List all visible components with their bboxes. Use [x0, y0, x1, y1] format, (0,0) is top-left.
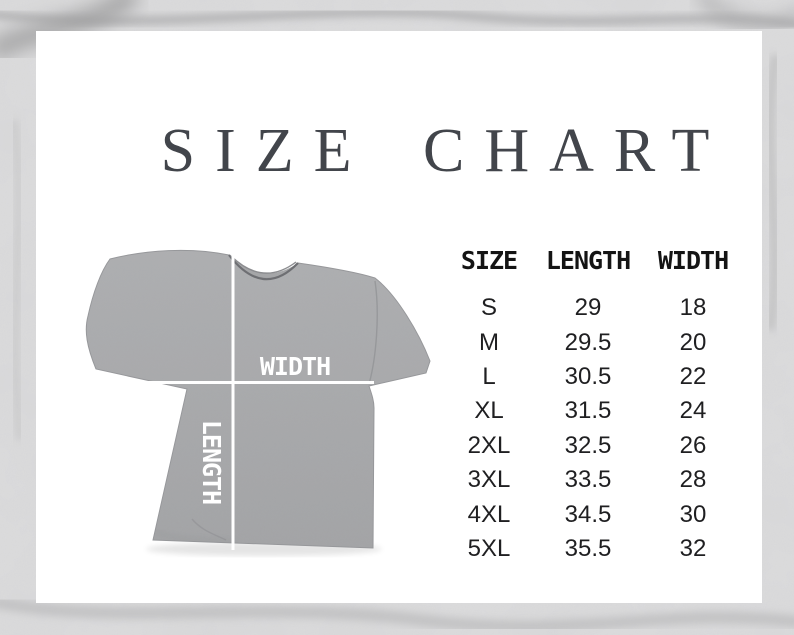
- table-cell-length: 29.5: [564, 328, 612, 356]
- header-width: WIDTH: [657, 245, 729, 275]
- size-table-header: SIZE LENGTH WIDTH: [456, 245, 732, 275]
- table-cell-width: 24: [679, 397, 707, 425]
- table-row: L 30.5 22: [456, 360, 732, 394]
- page-title: SIZE CHART: [160, 117, 730, 185]
- size-chart-card: SIZE CHART: [36, 31, 762, 603]
- table-row: 5XL 35.5 32: [456, 532, 732, 566]
- size-table-body: S 29 18 M 29.5 20 L 30.5 22 XL 31.5 24 2XL 32.5 26 3XL 3…: [456, 291, 732, 566]
- table-row: 2XL 32.5 26: [456, 429, 732, 463]
- table-cell-length: 34.5: [564, 500, 612, 528]
- collar: [229, 255, 298, 280]
- table-cell-width: 20: [679, 328, 707, 356]
- table-row: S 29 18: [456, 291, 732, 325]
- table-cell-size: 2XL: [467, 431, 511, 459]
- size-table: SIZE LENGTH WIDTH S 29 18 M 29.5 20 L 30.5 22 XL 3…: [456, 245, 732, 566]
- table-cell-size: 5XL: [467, 534, 511, 562]
- tshirt-graphic: WIDTH LENGTH: [84, 243, 439, 558]
- table-row: M 29.5 20: [456, 325, 732, 359]
- table-cell-length: 29: [574, 294, 602, 322]
- table-cell-length: 32.5: [564, 431, 612, 459]
- width-line: [148, 381, 374, 384]
- table-cell-size: M: [479, 328, 499, 356]
- table-row: XL 31.5 24: [456, 394, 732, 428]
- table-cell-width: 28: [679, 466, 707, 494]
- table-cell-size: S: [480, 294, 497, 322]
- header-length: LENGTH: [545, 245, 631, 275]
- table-cell-width: 26: [679, 431, 707, 459]
- length-label: LENGTH: [197, 420, 226, 504]
- table-cell-size: L: [482, 362, 496, 390]
- table-cell-width: 32: [679, 534, 707, 562]
- table-cell-length: 30.5: [564, 362, 612, 390]
- table-cell-size: XL: [474, 397, 504, 425]
- table-row: 3XL 33.5 28: [456, 463, 732, 497]
- header-size: SIZE: [460, 245, 518, 275]
- table-cell-size: 4XL: [467, 500, 511, 528]
- table-cell-width: 30: [679, 500, 707, 528]
- length-line: [231, 253, 235, 550]
- table-cell-length: 31.5: [564, 397, 612, 425]
- table-row: 4XL 34.5 30: [456, 497, 732, 531]
- width-label: WIDTH: [260, 352, 330, 381]
- table-cell-length: 33.5: [564, 466, 612, 494]
- table-cell-width: 22: [679, 362, 707, 390]
- table-cell-length: 35.5: [564, 534, 612, 562]
- table-cell-size: 3XL: [467, 466, 511, 494]
- table-cell-width: 18: [679, 294, 707, 322]
